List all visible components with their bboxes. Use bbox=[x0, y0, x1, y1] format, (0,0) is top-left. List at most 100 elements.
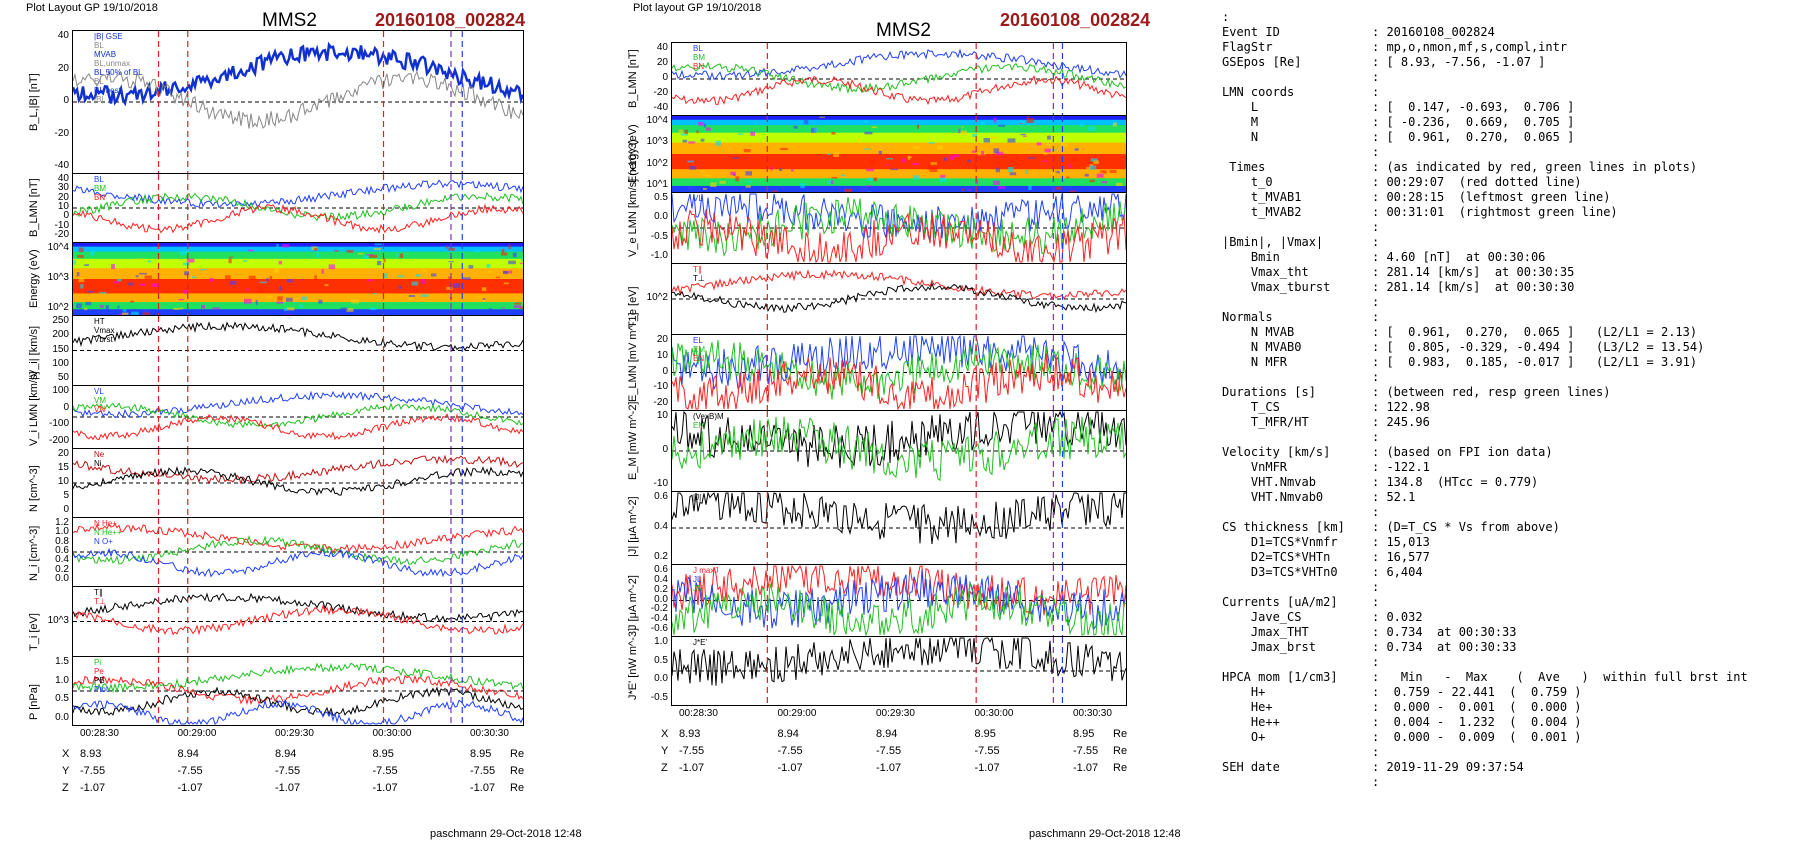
info-row: D2=TCS*VHTn: 16,577 bbox=[1222, 550, 1748, 565]
mid-col-tick-2-2: -0.5 bbox=[650, 230, 668, 242]
info-value: : 0.734 at 00:30:33 bbox=[1372, 640, 1517, 654]
left-col-series-3-0 bbox=[73, 321, 523, 352]
info-key: He++ bbox=[1222, 715, 1280, 729]
left-col-ylabel-1: B_LMN [nT] bbox=[28, 178, 40, 237]
mid-col-tick-2-1: 0.0 bbox=[654, 211, 668, 223]
mid-col-panel-1 bbox=[671, 115, 1127, 193]
mid-col-legend-7-2: JN bbox=[693, 584, 703, 593]
info-value: : 20160108_002824 bbox=[1372, 25, 1495, 39]
left-col-pos-label-Z: Z bbox=[62, 782, 69, 794]
info-key: Normals bbox=[1222, 310, 1273, 324]
info-value: : 0.004 - 1.232 ( 0.004 ) bbox=[1372, 715, 1582, 729]
left-col-legend-6-2: N O+ bbox=[94, 537, 113, 546]
info-key: N MFR bbox=[1222, 355, 1288, 369]
left-col-tick-6-6: 0.0 bbox=[55, 573, 69, 584]
left-col-tick-1-1: 30 bbox=[57, 182, 69, 194]
info-value: : 0.734 at 00:30:33 bbox=[1372, 625, 1517, 639]
info-row: : bbox=[1222, 580, 1748, 595]
mid-col-pos-X-3: 8.95 bbox=[974, 728, 996, 740]
left-col-ylabel-8: P [nPa] bbox=[28, 684, 40, 720]
info-value: : 00:28:15 (leftmost green line) bbox=[1372, 190, 1611, 204]
left-col-series-1-1 bbox=[73, 191, 523, 222]
info-row: O+: 0.000 - 0.009 ( 0.001 ) bbox=[1222, 730, 1748, 745]
info-row: VHT.Nmvab0: 52.1 bbox=[1222, 490, 1748, 505]
mid-col-pos-unit-X: Re bbox=[1113, 728, 1128, 740]
left-col-pos-unit-Y: Re bbox=[510, 765, 525, 777]
mid-col-tick-1-1: 10^3 bbox=[646, 136, 668, 148]
left-col-legend-5-0: Ne bbox=[94, 450, 105, 459]
left-col-pos-Z-3: -1.07 bbox=[372, 782, 398, 794]
info-row: : bbox=[1222, 70, 1748, 85]
info-value: : [ 8.93, -7.56, -1.07 ] bbox=[1372, 55, 1546, 69]
left-col-pos-X-4: 8.95 bbox=[470, 748, 492, 760]
mid-col-tick-4-4: -20 bbox=[653, 397, 668, 408]
info-value: : bbox=[1372, 775, 1380, 789]
info-value: : 2019-11-29 09:37:54 bbox=[1372, 760, 1524, 774]
left-col-pos-unit-X: Re bbox=[510, 748, 525, 760]
left-col-tick-3-4: 50 bbox=[57, 372, 69, 383]
mid-col-tick-0-1: 20 bbox=[656, 57, 668, 68]
info-row: Times: (as indicated by red, green lines… bbox=[1222, 160, 1748, 175]
left-col-legend-0-0: |B| GSE bbox=[94, 32, 123, 41]
info-value: : 52.1 bbox=[1372, 490, 1416, 504]
mid-col-legend-5-0: (VexB)M bbox=[693, 412, 724, 421]
mid-col-series-0-1 bbox=[672, 61, 1126, 95]
mid-col-series-7-1 bbox=[672, 569, 1126, 630]
left-col-ylabel-2: Energy (eV) bbox=[28, 249, 40, 308]
mid-col-tick-1-3: 10^1 bbox=[646, 179, 668, 190]
left-col-ylabel-6: N_i [cm^-3] bbox=[28, 525, 40, 581]
left-col-legend-7-1: T⊥ bbox=[94, 597, 106, 606]
mid-col-pos-Z-2: -1.07 bbox=[876, 762, 902, 774]
mid-col-series-0-0 bbox=[672, 48, 1126, 82]
mid-col-pos-Y-1: -7.55 bbox=[777, 745, 803, 757]
info-value: : bbox=[1372, 430, 1380, 444]
left-col-tick-5-0: 20 bbox=[57, 448, 69, 459]
info-key: t_0 bbox=[1222, 175, 1273, 189]
left-col-series-8-1 bbox=[73, 674, 523, 706]
left-col-legend-0-6: BL best bbox=[94, 86, 121, 95]
left-col-legend-4-0: VL bbox=[94, 387, 104, 396]
mid-col-tick-8-2: 0.0 bbox=[654, 673, 668, 685]
info-value: : mp,o,nmon,mf,s,compl,intr bbox=[1372, 40, 1568, 54]
mid-col-panel-5 bbox=[671, 410, 1127, 492]
info-value: : bbox=[1372, 235, 1380, 249]
info-value: : 00:31:01 (rightmost green line) bbox=[1372, 205, 1618, 219]
left-col-series-6-0 bbox=[73, 523, 523, 555]
mid-col-series-5-1 bbox=[672, 416, 1126, 482]
left-col-legend-8-0: Pi bbox=[94, 658, 102, 667]
left-layout-label: Plot Layout GP 19/10/2018 bbox=[26, 2, 158, 14]
mid-col-legend-3-1: T⊥ bbox=[693, 274, 705, 283]
mid-col-panel-plot-1 bbox=[672, 116, 1126, 192]
left-col-legend-0-5: BL bbox=[94, 77, 104, 86]
mid-col-time-tick-0: 00:28:30 bbox=[679, 708, 718, 719]
mid-col-tick-0-2: 0 bbox=[662, 72, 668, 83]
left-col-tick-1-6: -20 bbox=[54, 229, 69, 240]
mid-col-legend-4-1: EM bbox=[693, 345, 705, 354]
mid-col-tick-7-5: -0.4 bbox=[650, 613, 668, 625]
info-key: Vmax_tburst bbox=[1222, 280, 1331, 294]
info-value: : 4.60 [nT] at 00:30:06 bbox=[1372, 250, 1546, 264]
left-col-legend-1-2: BN bbox=[94, 193, 106, 202]
mid-col-tick-7-4: -0.2 bbox=[650, 603, 668, 615]
info-row: Currents [uA/m2]: bbox=[1222, 595, 1748, 610]
left-col-tick-1-2: 20 bbox=[57, 191, 69, 203]
mid-col-pos-Y-4: -7.55 bbox=[1073, 745, 1099, 757]
info-row: : bbox=[1222, 655, 1748, 670]
left-col-panel-5 bbox=[72, 448, 524, 518]
info-value: : bbox=[1372, 370, 1380, 384]
info-row: He+: 0.000 - 0.001 ( 0.000 ) bbox=[1222, 700, 1748, 715]
left-col-series-7-1 bbox=[73, 604, 523, 636]
left-col-panel-plot-7 bbox=[73, 587, 523, 656]
left-col-legend-8-2: PB bbox=[94, 676, 105, 685]
event-info-panel: : Event ID: 20160108_002824 FlagStr: mp,o,… bbox=[1222, 10, 1748, 790]
mid-col-panel-plot-0 bbox=[672, 43, 1126, 115]
info-value: : bbox=[1372, 580, 1380, 594]
mid-col-series-3-1 bbox=[672, 282, 1126, 314]
left-col-legend-4-2: VN bbox=[94, 405, 106, 414]
left-col-panel-plot-5 bbox=[73, 449, 523, 517]
mid-col-pos-label-Z: Z bbox=[661, 762, 668, 774]
info-value: : (as indicated by red, green lines in p… bbox=[1372, 160, 1698, 174]
info-key: D1=TCS*Vnmfr bbox=[1222, 535, 1338, 549]
mid-col-legend-0-2: BN bbox=[693, 62, 705, 71]
info-row: : bbox=[1222, 145, 1748, 160]
